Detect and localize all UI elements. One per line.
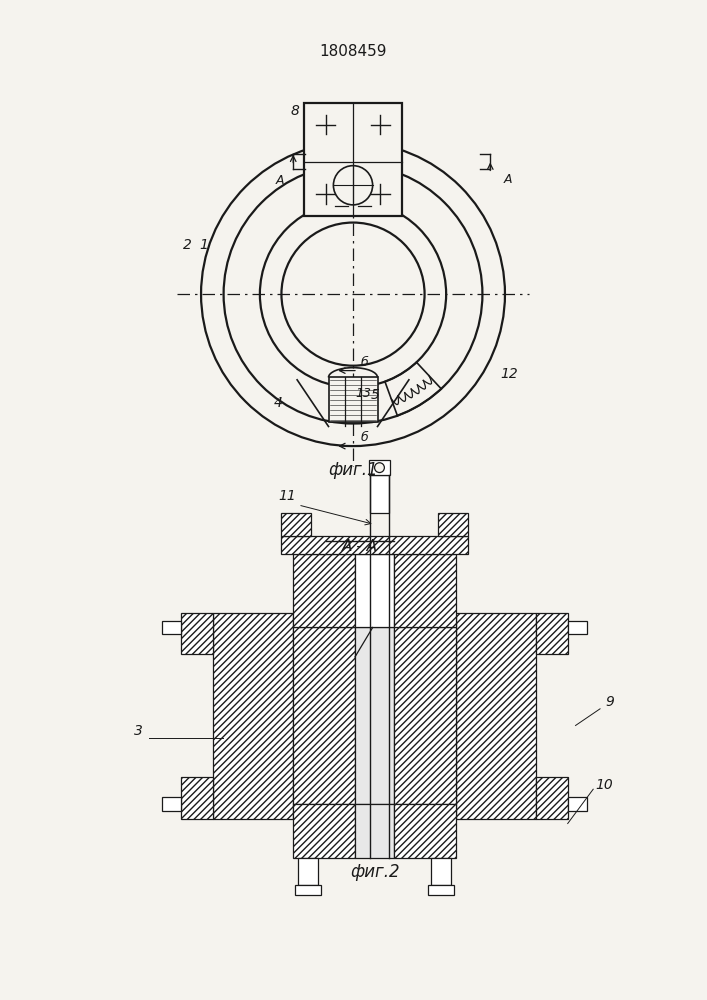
Text: 1: 1 (199, 238, 208, 252)
Circle shape (375, 463, 385, 473)
Text: 2: 2 (183, 238, 192, 252)
Text: 10: 10 (595, 778, 613, 792)
Text: A: A (504, 173, 513, 186)
Bar (355, 554, 394, 627)
Text: фиг.2: фиг.2 (350, 863, 399, 881)
Bar (162, 621, 182, 634)
Bar (368, 460, 390, 475)
Bar (355, 804, 394, 858)
Bar (370, 475, 390, 513)
Bar (295, 885, 321, 895)
Bar (293, 554, 355, 627)
Text: 8: 8 (290, 104, 299, 118)
Bar (293, 627, 355, 804)
Bar (537, 613, 568, 654)
Bar (394, 554, 456, 627)
Bar (213, 613, 293, 819)
Bar (182, 613, 213, 654)
Text: 3: 3 (134, 724, 144, 738)
Bar (182, 777, 213, 819)
Text: 11: 11 (279, 489, 296, 503)
Bar (293, 804, 355, 858)
Bar (568, 797, 588, 811)
Text: A - A: A - A (342, 539, 378, 554)
Bar (438, 513, 468, 536)
Text: A: A (275, 174, 284, 187)
Bar (281, 513, 311, 536)
Text: 9: 9 (605, 695, 614, 709)
Text: б: б (361, 431, 368, 444)
Text: 4: 4 (274, 396, 283, 410)
Bar (428, 885, 454, 895)
Bar (281, 536, 468, 554)
Bar (304, 103, 402, 216)
Bar (298, 858, 317, 885)
Bar (537, 777, 568, 819)
Text: 12: 12 (500, 367, 518, 381)
Bar (394, 627, 456, 804)
Bar (456, 613, 537, 819)
Text: 5: 5 (370, 388, 380, 402)
Text: б: б (361, 356, 368, 369)
Text: фиг.1: фиг.1 (328, 461, 378, 479)
Text: 13: 13 (355, 387, 371, 400)
Bar (355, 627, 394, 804)
Bar (568, 621, 588, 634)
Bar (431, 858, 451, 885)
Bar (394, 804, 456, 858)
Text: 1808459: 1808459 (320, 44, 387, 59)
Bar (162, 797, 182, 811)
Bar (329, 377, 378, 422)
